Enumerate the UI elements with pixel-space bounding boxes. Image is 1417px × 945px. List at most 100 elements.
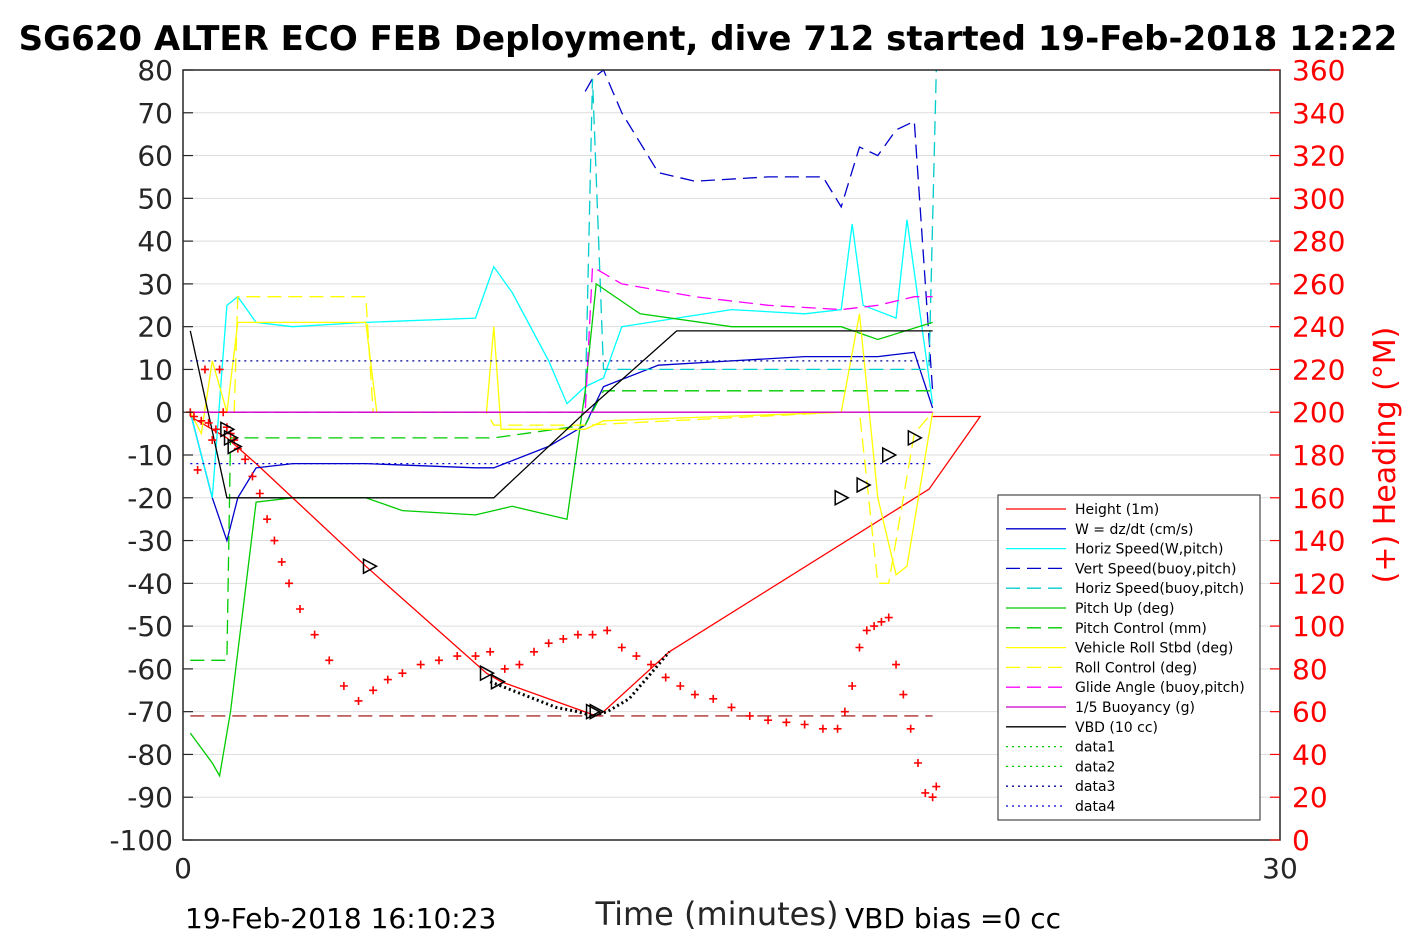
- heading-point: [899, 690, 908, 699]
- heading-point: [745, 711, 754, 720]
- heading-point: [782, 718, 791, 727]
- x-axis-label: Time (minutes): [595, 895, 839, 933]
- tick-label-right: 180: [1292, 439, 1345, 472]
- tick-label-left: 50: [137, 182, 173, 215]
- heading-point: [383, 675, 392, 684]
- heading-point: [913, 759, 922, 767]
- heading-point: [369, 686, 378, 695]
- heading-point: [325, 656, 334, 665]
- dotted-segment: [489, 650, 671, 718]
- triangle-markers: [220, 421, 923, 720]
- legend: Height (1m) W = dz/dt (cm/s) Horiz Speed(W…: [997, 494, 1261, 821]
- tick-label-left: -10: [127, 439, 173, 472]
- triangle-marker: [834, 489, 850, 507]
- heading-point: [416, 660, 425, 669]
- heading-point: [530, 647, 539, 656]
- heading-point: [870, 622, 879, 631]
- heading-point: [921, 788, 930, 797]
- heading-point: [277, 557, 286, 566]
- heading-point: [339, 682, 348, 690]
- heading-point: [486, 647, 495, 656]
- heading-point: [197, 416, 206, 425]
- tick-label-left: -70: [127, 696, 173, 729]
- tick-label-right: 140: [1292, 525, 1345, 558]
- heading-point: [544, 639, 553, 648]
- heading-point: [906, 724, 915, 733]
- heading-point: [193, 465, 202, 474]
- tick-label-right: 360: [1292, 54, 1345, 87]
- legend-label-7: Vehicle Roll Stbd (deg): [1075, 641, 1233, 657]
- heading-point: [296, 605, 305, 613]
- tick-label-left: -90: [127, 781, 173, 814]
- tick-label-right: 60: [1292, 696, 1328, 729]
- footer-vbd-bias: VBD bias =0 cc: [845, 902, 1061, 935]
- triangle-marker: [881, 446, 898, 464]
- legend-label-0: Height (1m): [1075, 502, 1159, 518]
- tick-label-left: -40: [127, 567, 173, 600]
- heading-point: [928, 793, 937, 802]
- heading-point: [848, 682, 857, 690]
- series-line-3: [584, 68, 934, 391]
- tick-label-left: 20: [137, 311, 173, 344]
- series-line-9: [190, 265, 933, 413]
- heading-point: [500, 664, 509, 673]
- triangle-marker: [362, 557, 379, 575]
- legend-label-8: Roll Control (deg): [1075, 660, 1197, 676]
- heading-markers: [186, 365, 941, 802]
- chart-title: SG620 ALTER ECO FEB Deployment, dive 712…: [19, 19, 1398, 59]
- series-line-4: [584, 69, 937, 404]
- heading-point: [211, 425, 220, 434]
- legend-label-6: Pitch Control (mm): [1075, 621, 1207, 637]
- triangle-marker: [589, 703, 605, 720]
- heading-point: [818, 724, 827, 733]
- heading-point: [241, 455, 250, 464]
- tick-label-left: -60: [127, 653, 173, 686]
- tick-label-right: 120: [1292, 567, 1345, 600]
- tick-label-right: 220: [1292, 353, 1345, 386]
- heading-point: [248, 472, 257, 481]
- tick-label-left: 80: [137, 54, 173, 87]
- heading-point: [764, 716, 773, 725]
- tick-label-right: 320: [1292, 140, 1345, 173]
- tick-label-right: 40: [1292, 738, 1328, 771]
- heading-point: [208, 436, 217, 445]
- heading-point: [862, 626, 871, 635]
- heading-point: [573, 630, 582, 639]
- heading-point: [840, 707, 849, 716]
- series-line-7: [189, 313, 934, 576]
- legend-label-15: data4: [1075, 799, 1116, 815]
- heading-point: [471, 652, 480, 661]
- heading-point: [647, 660, 656, 669]
- right-axis-ticks: 3603403203002802602402202001801601401201…: [1270, 54, 1345, 857]
- tick-label-right: 300: [1292, 182, 1345, 215]
- heading-point: [661, 673, 670, 682]
- tick-label-right: 160: [1292, 482, 1345, 515]
- legend-label-9: Glide Angle (buoy,pitch): [1075, 680, 1245, 696]
- heading-point: [515, 660, 524, 669]
- left-axis-ticks: 80 70 60 50 40 30 20 10 0 -10 -20 -30 -40 -50 -60 -70 -8…: [109, 54, 193, 857]
- tick-label-right: 240: [1292, 311, 1345, 344]
- tick-label-left: -20: [127, 482, 173, 515]
- heading-point: [603, 626, 612, 635]
- heading-point: [559, 634, 568, 643]
- series-line-6: [190, 390, 933, 661]
- tick-label-left: 60: [137, 140, 173, 173]
- legend-label-5: Pitch Up (deg): [1075, 601, 1174, 617]
- tick-label-right: 260: [1292, 268, 1345, 301]
- series-line-11: [189, 330, 933, 499]
- tick-label-right: 200: [1292, 396, 1345, 429]
- heading-point: [189, 412, 198, 421]
- tick-label-left: 70: [137, 97, 173, 130]
- legend-label-1: W = dz/dt (cm/s): [1075, 522, 1194, 538]
- legend-label-4: Horiz Speed(buoy,pitch): [1075, 581, 1244, 597]
- footer-timestamp: 19-Feb-2018 16:10:23: [185, 902, 496, 935]
- tick-label-left: 10: [137, 353, 173, 386]
- triangle-marker: [227, 438, 243, 455]
- heading-point: [204, 418, 213, 427]
- series-line-1: [189, 351, 934, 543]
- tick-label-left: 0: [155, 396, 173, 429]
- legend-label-13: data2: [1075, 759, 1115, 775]
- series-line-0: [189, 415, 982, 717]
- triangle-marker: [585, 703, 602, 720]
- series-line-8: [190, 296, 934, 584]
